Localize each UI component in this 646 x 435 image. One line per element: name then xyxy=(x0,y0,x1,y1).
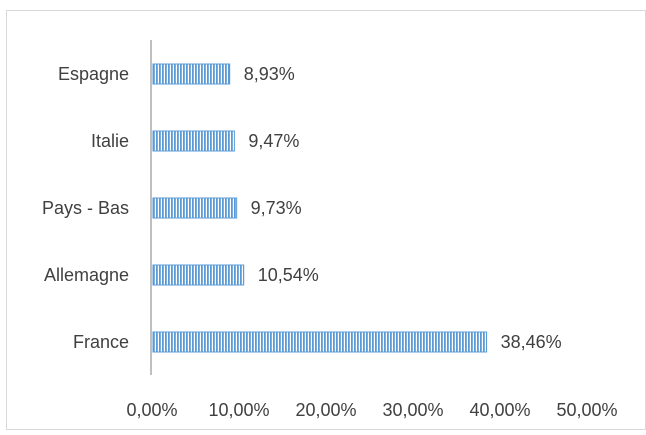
data-label-pays-bas: 9,73% xyxy=(251,198,302,218)
data-label-italie: 9,47% xyxy=(248,131,299,151)
category-label-espagne: Espagne xyxy=(58,64,129,84)
bar-italie xyxy=(152,130,235,152)
data-label-allemagne: 10,54% xyxy=(258,265,319,285)
bar-france xyxy=(152,331,488,353)
x-tick-label: 50,00% xyxy=(556,400,617,420)
bars-layer xyxy=(152,63,488,353)
category-label-allemagne: Allemagne xyxy=(44,265,129,285)
x-tick-label: 30,00% xyxy=(382,400,443,420)
labels-layer: France 38,46% Allemagne 10,54% Pays - Bas 9,7… xyxy=(42,64,618,420)
x-tick-label: 0,00% xyxy=(126,400,177,420)
category-label-italie: Italie xyxy=(91,131,129,151)
x-tick-label: 40,00% xyxy=(469,400,530,420)
x-tick-label: 20,00% xyxy=(295,400,356,420)
category-label-france: France xyxy=(73,332,129,352)
bar-espagne xyxy=(152,63,231,85)
bar-pays-bas xyxy=(152,197,238,219)
category-label-pays-bas: Pays - Bas xyxy=(42,198,129,218)
data-label-france: 38,46% xyxy=(501,332,562,352)
data-label-espagne: 8,93% xyxy=(244,64,295,84)
bar-allemagne xyxy=(152,264,245,286)
x-tick-label: 10,00% xyxy=(208,400,269,420)
